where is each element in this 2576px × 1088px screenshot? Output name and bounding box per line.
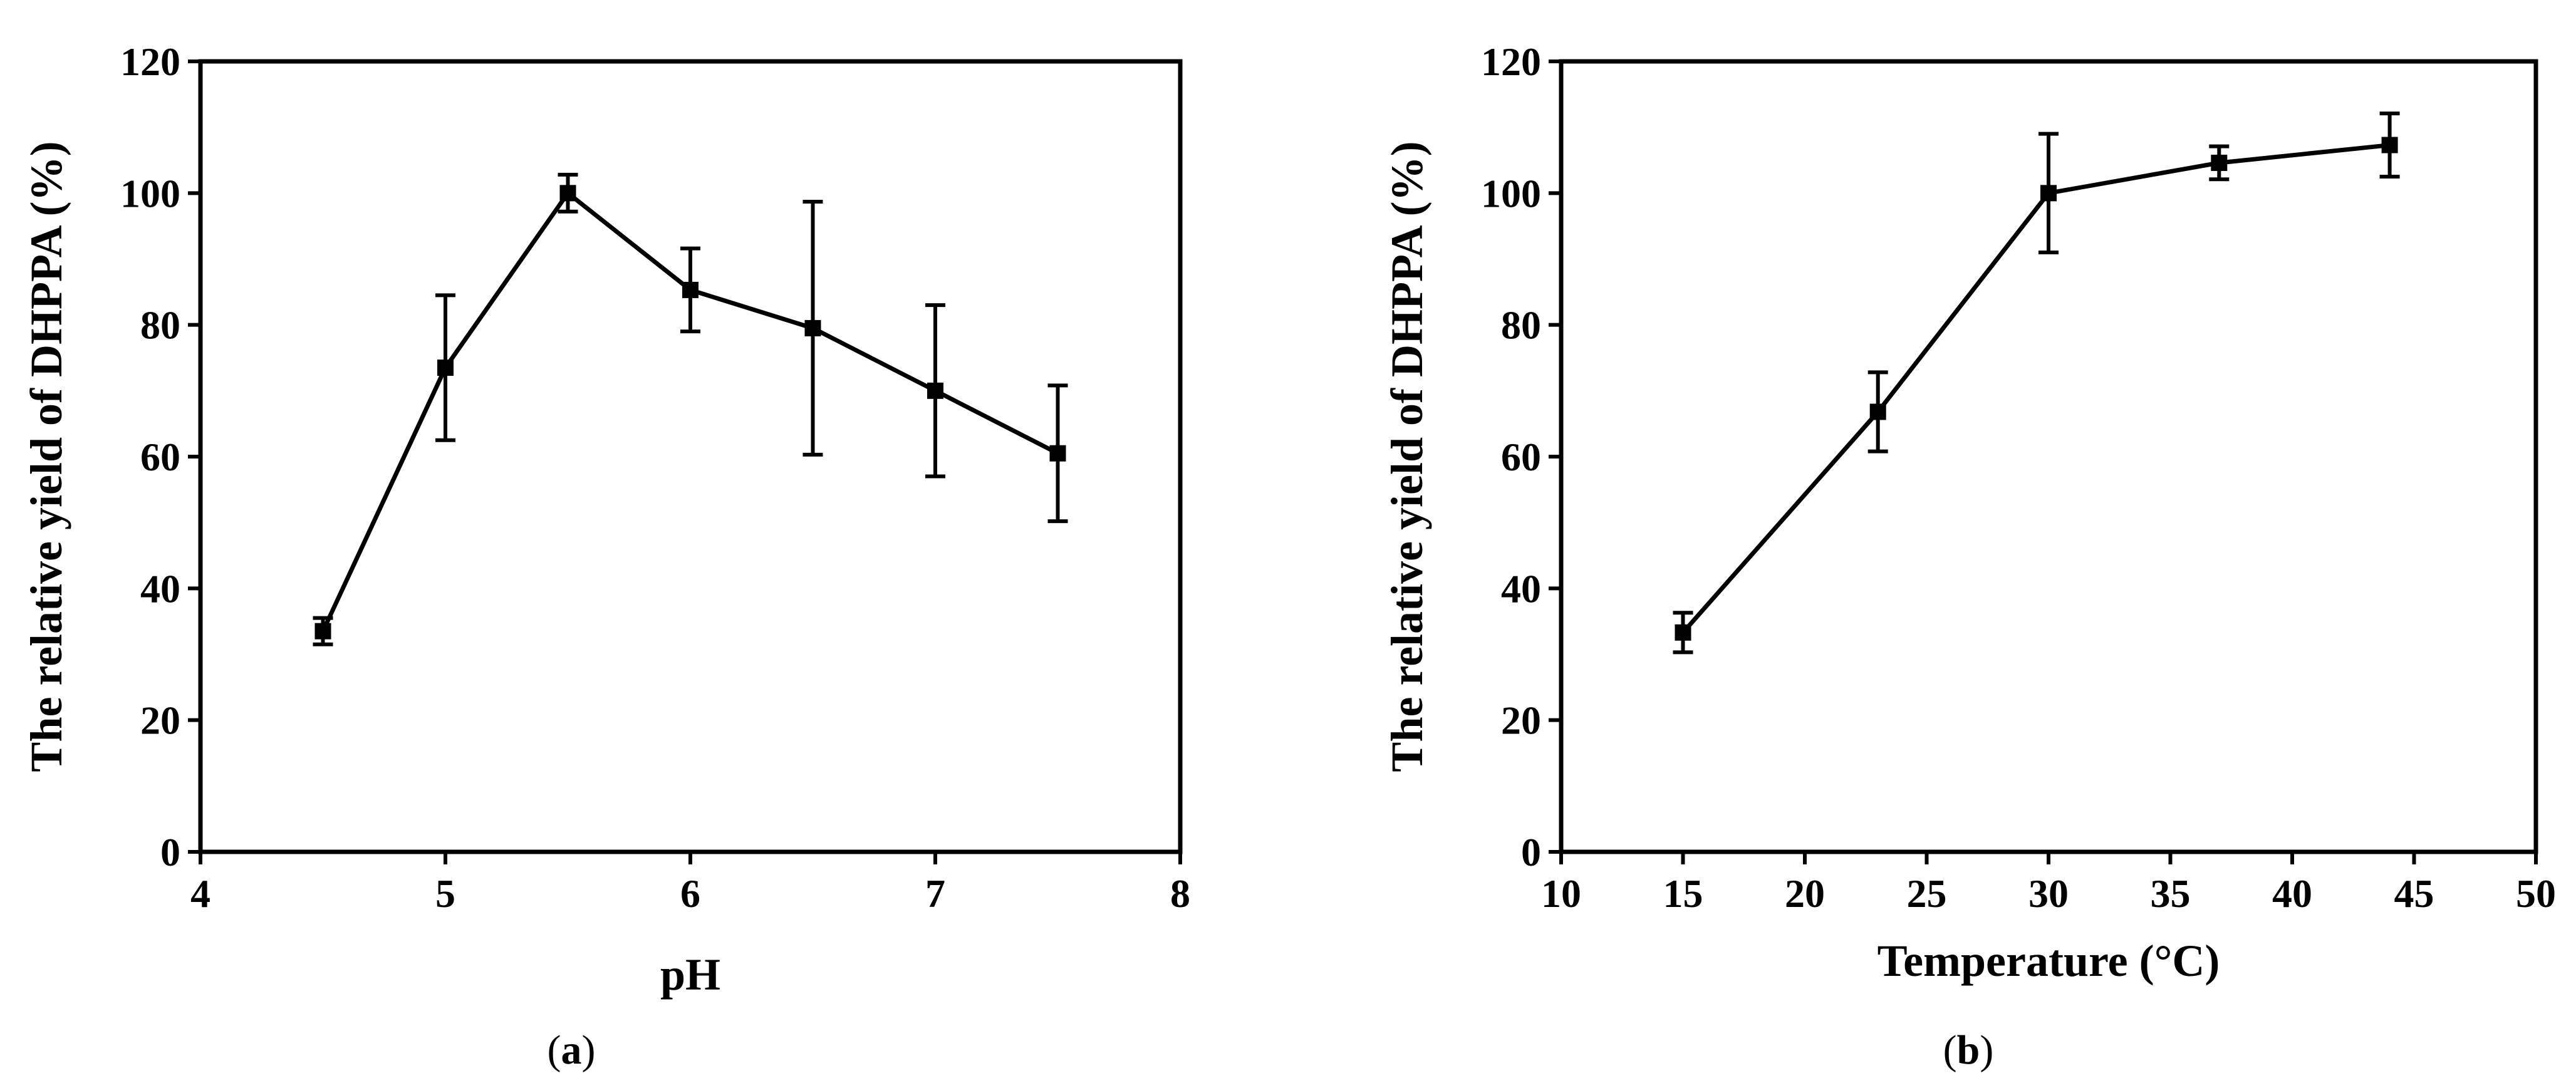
chart-panel-a: 0 20 40 60 80 100 120 4 5 6 7 8 pH The relative yi… <box>21 39 1190 1073</box>
y-tick-label: 120 <box>120 39 180 84</box>
y-axis-ticks: 0 20 40 60 80 100 120 <box>120 39 200 874</box>
data-point-marker <box>1049 445 1066 462</box>
x-tick-label: 4 <box>190 871 210 916</box>
marker-group <box>314 185 1066 640</box>
y-axis-ticks: 0 20 40 60 80 100 120 <box>1481 39 1561 874</box>
y-tick-label: 80 <box>140 303 180 348</box>
data-point-marker <box>559 185 576 202</box>
x-axis-ticks: 4 5 6 7 8 <box>190 852 1190 916</box>
x-tick-label: 40 <box>2272 871 2312 916</box>
x-tick-label: 35 <box>2151 871 2191 916</box>
data-point-marker <box>927 382 943 399</box>
y-tick-label: 80 <box>1501 303 1541 348</box>
x-tick-label: 10 <box>1541 871 1581 916</box>
x-axis-title: Temperature (°C) <box>1877 936 2220 986</box>
x-tick-label: 50 <box>2516 871 2556 916</box>
x-tick-label: 25 <box>1907 871 1947 916</box>
y-tick-label: 40 <box>140 566 180 611</box>
panel-caption-a: (a) <box>548 1027 596 1073</box>
panel-caption-b: (b) <box>1943 1027 1994 1073</box>
x-tick-label: 7 <box>925 871 945 916</box>
caption-close-paren: ) <box>582 1027 596 1073</box>
data-point-marker <box>2040 185 2057 202</box>
y-tick-label: 0 <box>160 830 180 874</box>
y-tick-label: 0 <box>1521 830 1541 874</box>
data-point-marker <box>2381 137 2398 153</box>
x-tick-label: 15 <box>1663 871 1703 916</box>
y-tick-label: 20 <box>140 698 180 743</box>
x-tick-label: 6 <box>680 871 700 916</box>
y-tick-label: 100 <box>1481 171 1541 215</box>
y-axis-title: The relative yield of DHPPA (%) <box>1382 141 1432 772</box>
x-axis-ticks: 10 15 20 25 30 35 40 45 50 <box>1541 852 2556 916</box>
chart-panel-b: 0 20 40 60 80 100 120 10 15 20 25 30 35 40 45 50 Tempe… <box>1382 39 2556 1073</box>
y-tick-label: 40 <box>1501 566 1541 611</box>
x-tick-label: 8 <box>1170 871 1190 916</box>
marker-group <box>1675 137 2398 641</box>
caption-letter: a <box>561 1027 582 1073</box>
x-axis-title: pH <box>660 950 720 1000</box>
x-tick-label: 30 <box>2028 871 2069 916</box>
y-tick-label: 100 <box>120 171 180 215</box>
caption-letter: b <box>1957 1027 1980 1073</box>
data-point-marker <box>804 319 821 336</box>
caption-open-paren: ( <box>548 1027 561 1073</box>
data-point-marker <box>2211 154 2228 171</box>
y-tick-label: 120 <box>1481 39 1541 84</box>
y-axis-title: The relative yield of DHPPA (%) <box>21 141 71 772</box>
y-tick-label: 60 <box>140 435 180 479</box>
x-tick-label: 5 <box>435 871 455 916</box>
error-bars <box>1673 111 2400 655</box>
data-point-marker <box>682 281 699 298</box>
data-point-marker <box>314 623 331 640</box>
plot-frame <box>198 59 1183 854</box>
caption-close-paren: ) <box>1980 1027 1993 1073</box>
series-line <box>1681 143 2390 635</box>
x-tick-label: 20 <box>1785 871 1825 916</box>
series-line-group <box>1681 143 2390 635</box>
data-point-marker <box>1869 403 1886 420</box>
data-point-marker <box>1675 624 1691 641</box>
y-tick-label: 20 <box>1501 698 1541 743</box>
y-tick-label: 60 <box>1501 435 1541 479</box>
caption-open-paren: ( <box>1943 1027 1957 1073</box>
x-tick-label: 45 <box>2394 871 2434 916</box>
data-point-marker <box>437 360 454 376</box>
